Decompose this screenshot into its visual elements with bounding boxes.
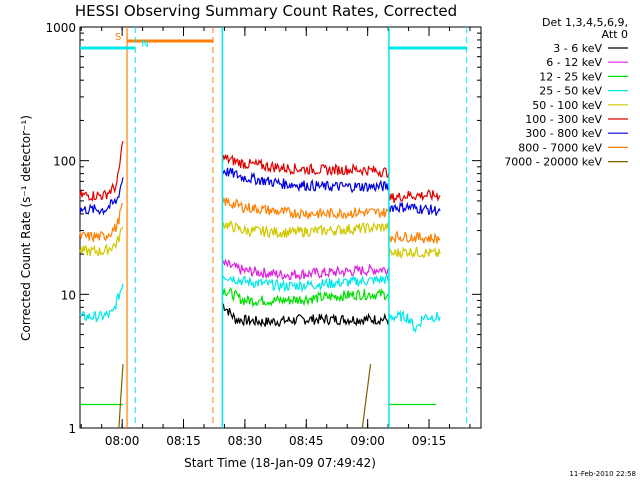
series-300-800-kev — [79, 167, 441, 216]
series-800-7000-kev — [79, 195, 441, 245]
series-line — [118, 364, 124, 429]
timestamp-label: 11-Feb-2010 22:58 — [569, 470, 636, 478]
series-100-300-kev — [79, 140, 441, 204]
legend-item-label: 6 - 12 keV — [546, 56, 602, 69]
series-line — [388, 309, 441, 334]
y-axis-label: Corrected Count Rate (s⁻¹ detector⁻¹) — [19, 115, 33, 341]
plot-area: 1 10 100 1000 08:00 08:15 08:30 08:45 09:00 09:15… — [45, 21, 482, 448]
x-tick-label: 08:45 — [289, 434, 324, 448]
series-line — [388, 201, 441, 216]
y-tick-label: 10 — [61, 288, 76, 302]
series-line — [79, 283, 124, 323]
legend-header: Att 0 — [602, 28, 628, 41]
series-line — [361, 364, 372, 429]
legend-item-label: 100 - 300 keV — [525, 113, 602, 126]
x-tick-label: 09:00 — [350, 434, 385, 448]
legend-item-label: 25 - 50 keV — [539, 85, 602, 98]
series-6-12-kev — [221, 258, 390, 281]
legend-header: Det 1,3,4,5,6,9, — [542, 16, 628, 29]
chart-title: HESSI Observing Summary Count Rates, Cor… — [75, 2, 457, 20]
series-line — [221, 153, 390, 179]
series-line — [79, 177, 124, 216]
series-line — [221, 287, 389, 309]
legend-item-label: 300 - 800 keV — [525, 127, 602, 140]
series-50-100-kev — [79, 219, 441, 260]
series-line — [79, 226, 124, 258]
x-tick-label: 08:30 — [228, 434, 263, 448]
y-tick-label: 1 — [68, 422, 76, 436]
legend-item-label: 50 - 100 keV — [532, 99, 602, 112]
series-7000-20000-kev — [118, 364, 372, 429]
legend-item-label: 7000 - 20000 keV — [504, 156, 602, 169]
series-12-25-kev — [80, 287, 436, 406]
series-line — [388, 229, 441, 245]
y-tick-label: 100 — [53, 155, 76, 169]
series-line — [221, 219, 390, 239]
series-25-50-kev — [79, 273, 441, 334]
plot-frame — [79, 26, 482, 429]
series-3-6-kev — [222, 303, 390, 328]
legend-item-label: 800 - 7000 keV — [518, 141, 602, 154]
series-line — [221, 258, 390, 281]
x-axis-label: Start Time (18-Jan-09 07:49:42) — [184, 456, 376, 470]
series-line — [221, 167, 390, 194]
legend-item-label: 12 - 25 keV — [539, 70, 602, 83]
x-tick-label: 08:00 — [105, 434, 140, 448]
series-line — [221, 273, 390, 293]
x-tick-label: 09:15 — [412, 434, 447, 448]
series-line — [222, 303, 390, 328]
n-marker-label: N — [141, 39, 148, 50]
series-line — [221, 195, 390, 221]
series-line — [79, 202, 124, 243]
legend-item-label: 3 - 6 keV — [553, 42, 602, 55]
s-marker-label: S — [115, 32, 121, 43]
y-tick-label: 1000 — [45, 21, 76, 35]
x-tick-label: 08:15 — [166, 434, 201, 448]
series-line — [79, 140, 124, 202]
series-line — [388, 246, 441, 260]
series-line — [388, 188, 441, 204]
